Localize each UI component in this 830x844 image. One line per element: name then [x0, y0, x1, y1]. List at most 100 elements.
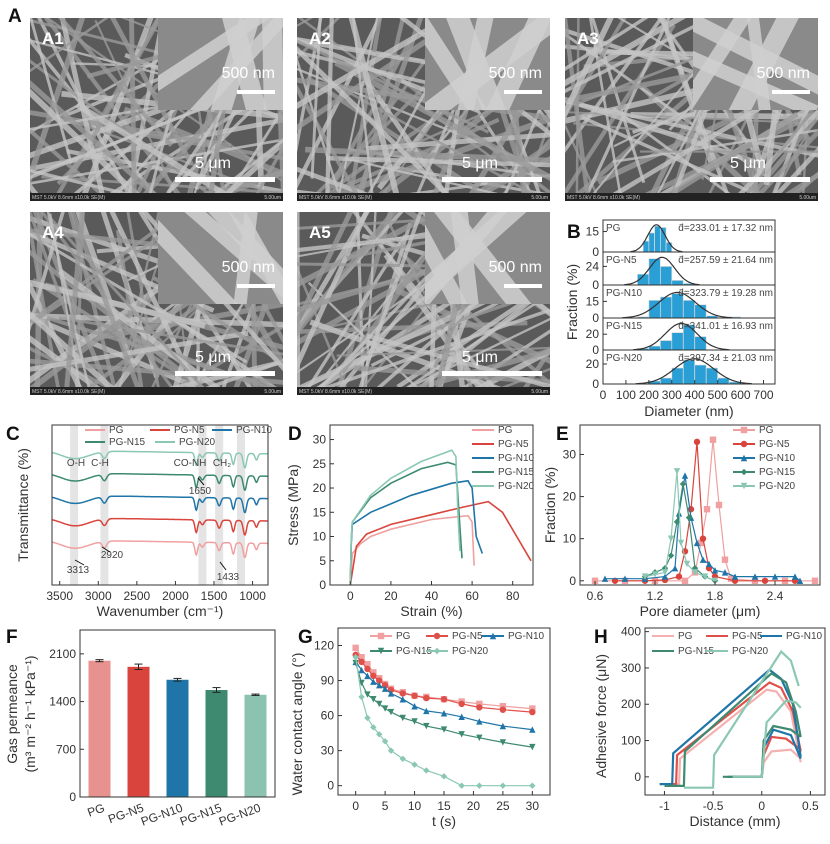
band-label: C-H: [91, 458, 109, 469]
fiber: [743, 113, 818, 201]
fiber: [30, 39, 185, 82]
data-point-pg-n10: [476, 718, 483, 725]
fiber: [612, 129, 818, 164]
fiber: [693, 50, 818, 110]
inset-scale-label: 500 nm: [222, 65, 275, 82]
fiber: [390, 317, 550, 395]
gaussian-fit-curve: [624, 256, 700, 286]
data-point-pg-n10: [529, 726, 536, 733]
fiber: [30, 232, 248, 364]
x-tick-label: 700: [754, 388, 774, 402]
data-point-pg-n10: [661, 573, 669, 580]
fiber: [565, 63, 738, 104]
sem-info-text: MST 5.0kV 8.6mm x10.0k SE(M): [32, 389, 105, 395]
fiber: [69, 212, 144, 395]
fiber: [352, 18, 375, 201]
main-scale-bar: [175, 371, 275, 376]
ftir-curve-pg-n10: [51, 495, 268, 514]
main-scale-bar: [442, 371, 542, 376]
inset-scale-label: 500 nm: [222, 259, 275, 276]
inset-scale-label: 500 nm: [489, 259, 542, 276]
inset-scale-bar: [772, 90, 810, 94]
sem-image-a2: [297, 18, 550, 201]
histogram-bar: [671, 332, 684, 351]
y-tick-label: 20: [586, 357, 600, 371]
fiber: [368, 82, 525, 201]
data-point-pg-n20: [352, 653, 359, 661]
fiber: [297, 37, 429, 131]
fiber: [425, 18, 488, 110]
fiber: [297, 18, 454, 109]
sem-panel-label: A4: [42, 223, 64, 242]
data-point-pg-n10: [364, 672, 371, 680]
x-tick-label: 0: [758, 799, 765, 813]
y-tick-label: 30: [321, 744, 335, 758]
sem-info-bar: [30, 193, 283, 201]
data-point-pg: [715, 501, 723, 509]
x-tick-label: 10: [408, 799, 422, 813]
main-scale-label: 5 μm: [195, 155, 231, 172]
peak-annotation: 1650: [189, 486, 212, 497]
legend-label: PG-N20: [179, 437, 216, 448]
sem-info-scale: 5.00um: [531, 195, 548, 201]
data-point-pg-n20: [376, 731, 383, 738]
data-point-pg-n5: [370, 672, 377, 680]
fiber: [305, 146, 550, 164]
series-line-pg-n20: [349, 449, 461, 586]
fiber: [565, 122, 601, 201]
x-tick-label: 1000: [239, 589, 266, 603]
y-axis-label: Stress (MPa): [285, 464, 301, 546]
x-tick-label: 100: [616, 388, 636, 402]
x-axis-label: t (s): [432, 813, 456, 829]
legend-marker: [433, 632, 441, 640]
subplot-sample-label: PG-N20: [606, 353, 643, 364]
band-label: CO-NH: [174, 458, 207, 469]
legend-label: PG: [498, 425, 513, 436]
data-point-pg-n15: [370, 696, 377, 703]
plot-frame: [644, 627, 826, 796]
data-point-pg-n20: [711, 577, 719, 584]
data-point-pg-n20: [476, 782, 483, 789]
y-tick-label: 300: [621, 661, 641, 675]
legend-label: PG-N20: [452, 646, 489, 657]
data-point-pg-n15: [387, 708, 395, 716]
x-tick-label: 0: [347, 589, 354, 603]
legend-label: PG-N5: [498, 439, 529, 450]
data-point-pg-n5: [358, 658, 365, 666]
y-tick-label: 30: [313, 433, 327, 447]
data-point-pg-n5: [761, 577, 769, 584]
legend-label: PG-N15: [678, 646, 715, 657]
arrow: [197, 477, 205, 486]
x-tick-label: 20: [384, 589, 398, 603]
data-point-pg-n5: [381, 682, 389, 689]
data-point-pg-n20: [661, 569, 669, 576]
panel-letter-c: C: [6, 424, 20, 445]
y-axis-label: Gas permeance: [4, 664, 20, 764]
data-point-pg: [721, 556, 729, 563]
main-scale-label: 5 μm: [195, 349, 231, 366]
y-tick-label: 1400: [49, 695, 76, 709]
fiber: [325, 18, 334, 201]
fiber: [30, 212, 65, 332]
panel-letter-f: F: [6, 627, 18, 648]
data-point-pg-n5: [399, 690, 406, 697]
plot-frame: [579, 424, 821, 586]
y-axis-label: Transmittance (%): [15, 448, 31, 562]
fiber: [565, 18, 591, 201]
fiber: [575, 18, 580, 201]
data-point-pg-n20: [411, 761, 418, 768]
x-tick-label: 1.8: [707, 589, 724, 603]
data-point-pg-n20: [701, 573, 709, 580]
data-point-pg-n15: [423, 722, 430, 730]
panel-letter-h: H: [594, 627, 608, 648]
data-point-pg: [591, 577, 599, 584]
bar-pg-n15: [205, 689, 228, 797]
sem-panel-label: A1: [42, 29, 64, 48]
series-line-pg-n10: [605, 475, 801, 582]
inset-scale-bar: [237, 284, 275, 288]
y-tick-label: 24: [586, 259, 600, 273]
legend-label: PG: [759, 425, 774, 436]
peak-annotation: 3313: [67, 565, 90, 576]
data-point-pg: [727, 575, 735, 582]
data-point-pg-n15: [358, 679, 365, 687]
